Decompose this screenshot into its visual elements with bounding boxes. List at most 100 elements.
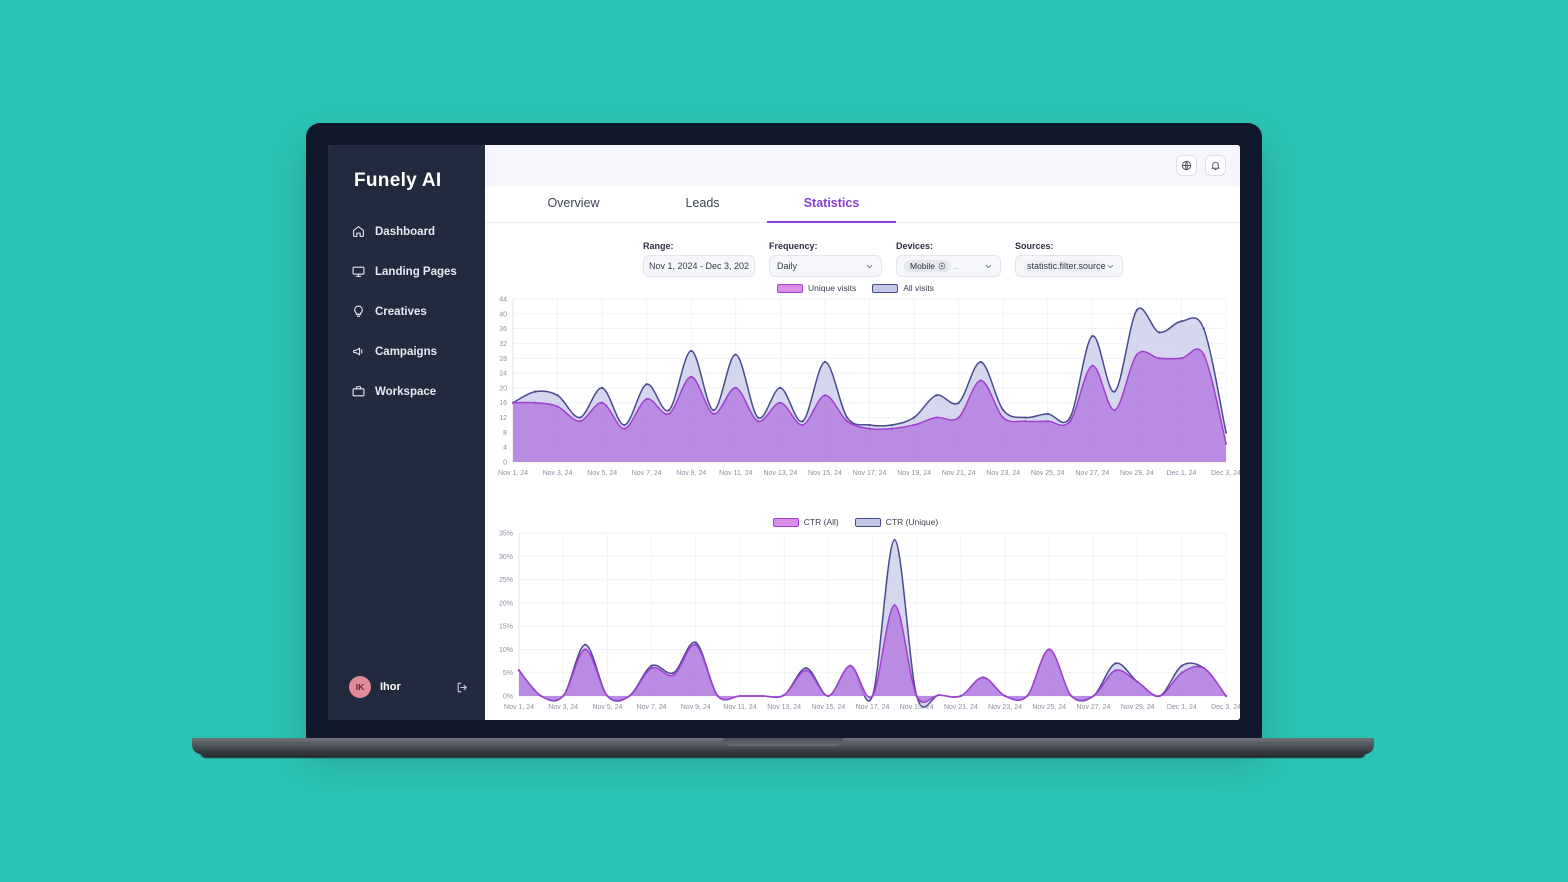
sidebar-item-landing-pages[interactable]: Landing Pages — [328, 256, 485, 287]
tab-statistics[interactable]: Statistics — [767, 186, 896, 223]
lightbulb-icon — [352, 305, 365, 318]
svg-text:0%: 0% — [503, 694, 513, 701]
legend-label: CTR (Unique) — [885, 517, 939, 527]
monitor-icon — [352, 265, 365, 278]
svg-text:Nov 29, 24: Nov 29, 24 — [1120, 470, 1154, 477]
sidebar-item-label: Workspace — [375, 385, 437, 398]
svg-text:12: 12 — [499, 415, 507, 422]
device-chip-mobile[interactable]: Mobile — [904, 260, 952, 272]
chevron-down-icon — [865, 262, 874, 271]
sidebar-item-creatives[interactable]: Creatives — [328, 296, 485, 327]
briefcase-icon — [352, 385, 365, 398]
tab-leads[interactable]: Leads — [685, 196, 720, 210]
svg-text:Nov 25, 24: Nov 25, 24 — [1032, 704, 1066, 711]
topbar — [485, 145, 1240, 186]
sidebar-item-workspace[interactable]: Workspace — [328, 376, 485, 407]
svg-text:32: 32 — [499, 341, 507, 348]
svg-text:35%: 35% — [499, 531, 513, 538]
sidebar-item-label: Dashboard — [375, 225, 436, 238]
legend-swatch-ctr-unique — [854, 517, 881, 527]
svg-text:16: 16 — [499, 400, 507, 407]
svg-text:24: 24 — [499, 371, 507, 378]
devices-multiselect[interactable]: Mobile ... — [896, 255, 1001, 277]
legend-label: CTR (All) — [803, 517, 839, 527]
legend-item-ctr-unique[interactable]: CTR (Unique) — [854, 517, 939, 527]
svg-text:Nov 19, 24: Nov 19, 24 — [897, 470, 931, 477]
chevron-down-icon — [984, 262, 993, 271]
charts-area: Unique visits All visits 0 4 8 12 16 20 24 28 32… — [485, 283, 1240, 720]
date-range-input[interactable]: Nov 1, 2024 - Dec 3, 202 — [643, 255, 755, 277]
svg-text:Dec 3, 24: Dec 3, 24 — [1211, 704, 1240, 711]
svg-text:Nov 29, 24: Nov 29, 24 — [1121, 704, 1155, 711]
legend-item-all-visits[interactable]: All visits — [872, 283, 934, 293]
frequency-select[interactable]: Daily — [769, 255, 882, 277]
legend-item-ctr-all[interactable]: CTR (All) — [772, 517, 839, 527]
visits-chart-legend: Unique visits All visits — [485, 283, 1226, 293]
megaphone-icon — [352, 345, 365, 358]
logout-icon[interactable] — [456, 681, 469, 694]
svg-text:Nov 23, 24: Nov 23, 24 — [986, 470, 1020, 477]
notifications-button[interactable] — [1205, 155, 1226, 176]
main-content: Overview Leads Statistics Range: Nov 1, … — [485, 145, 1240, 720]
svg-text:Nov 27, 24: Nov 27, 24 — [1077, 704, 1111, 711]
svg-text:Nov 17, 24: Nov 17, 24 — [853, 470, 887, 477]
svg-text:15%: 15% — [499, 624, 513, 631]
chevron-down-icon — [1106, 262, 1115, 271]
sidebar-item-label: Landing Pages — [375, 265, 457, 278]
globe-icon — [1181, 160, 1192, 171]
svg-text:Nov 1, 24: Nov 1, 24 — [504, 704, 534, 711]
ctr-chart-block: CTR (All) CTR (Unique) 0% 5% 10% 15% 20% 25% 3… — [485, 517, 1240, 720]
svg-text:Nov 11, 24: Nov 11, 24 — [723, 704, 756, 711]
legend-swatch-unique — [777, 283, 804, 293]
svg-text:Nov 11, 24: Nov 11, 24 — [719, 470, 752, 477]
filter-sources-label: Sources: — [1015, 241, 1054, 251]
sidebar-item-dashboard[interactable]: Dashboard — [328, 216, 485, 247]
user-profile[interactable]: IK Ihor — [328, 676, 485, 720]
tab-bar: Overview Leads Statistics — [485, 186, 1240, 223]
svg-text:Nov 1, 24: Nov 1, 24 — [498, 470, 528, 477]
screen: Funely AI Dashboard Landing Pages Creati… — [328, 145, 1240, 720]
frequency-value: Daily — [777, 261, 798, 271]
sources-select[interactable]: statistic.filter.source — [1015, 255, 1123, 277]
date-range-value: Nov 1, 2024 - Dec 3, 202 — [648, 261, 750, 271]
remove-chip-icon[interactable] — [938, 262, 946, 270]
laptop-foot-shadow — [200, 752, 1366, 758]
svg-text:Nov 27, 24: Nov 27, 24 — [1075, 470, 1109, 477]
svg-text:0: 0 — [503, 460, 507, 467]
ctr-chart-legend: CTR (All) CTR (Unique) — [485, 517, 1226, 527]
svg-text:44: 44 — [499, 297, 507, 304]
svg-text:25%: 25% — [499, 577, 513, 584]
svg-text:Dec 1, 24: Dec 1, 24 — [1167, 704, 1197, 711]
legend-swatch-all — [872, 283, 899, 293]
sidebar: Funely AI Dashboard Landing Pages Creati… — [328, 145, 485, 720]
svg-text:8: 8 — [503, 430, 507, 437]
user-name: Ihor — [380, 681, 401, 693]
svg-text:30%: 30% — [499, 554, 513, 561]
sources-value: statistic.filter.source — [1023, 260, 1106, 272]
visits-chart-block: Unique visits All visits 0 4 8 12 16 20 24 28 32… — [485, 283, 1240, 488]
svg-text:Nov 13, 24: Nov 13, 24 — [767, 704, 801, 711]
svg-text:Nov 23, 24: Nov 23, 24 — [988, 704, 1022, 711]
svg-text:Nov 5, 24: Nov 5, 24 — [587, 470, 617, 477]
svg-text:36: 36 — [499, 326, 507, 333]
svg-text:Nov 7, 24: Nov 7, 24 — [632, 470, 662, 477]
svg-text:Nov 7, 24: Nov 7, 24 — [637, 704, 667, 711]
sidebar-item-label: Campaigns — [375, 345, 437, 358]
tab-overview[interactable]: Overview — [547, 196, 600, 210]
device-chip-label: Mobile — [910, 261, 936, 271]
svg-text:Nov 21, 24: Nov 21, 24 — [942, 470, 976, 477]
svg-text:Nov 13, 24: Nov 13, 24 — [763, 470, 797, 477]
visits-area-chart[interactable]: 0 4 8 12 16 20 24 28 32 36 40 44 Nov 1, 24 Nov 3, 24 N… — [485, 293, 1240, 488]
svg-text:Nov 21, 24: Nov 21, 24 — [944, 704, 978, 711]
svg-text:Dec 1, 24: Dec 1, 24 — [1166, 470, 1196, 477]
svg-text:40: 40 — [499, 311, 507, 318]
legend-item-unique-visits[interactable]: Unique visits — [777, 283, 856, 293]
language-button[interactable] — [1176, 155, 1197, 176]
ctr-area-chart[interactable]: 0% 5% 10% 15% 20% 25% 30% 35% Nov 1, 24 Nov 3, 24… — [485, 527, 1240, 720]
laptop-base — [192, 738, 1374, 754]
sidebar-item-campaigns[interactable]: Campaigns — [328, 336, 485, 367]
home-icon — [352, 225, 365, 238]
svg-text:Nov 15, 24: Nov 15, 24 — [808, 470, 842, 477]
legend-swatch-ctr-all — [772, 517, 799, 527]
app-brand: Funely AI — [354, 170, 442, 191]
